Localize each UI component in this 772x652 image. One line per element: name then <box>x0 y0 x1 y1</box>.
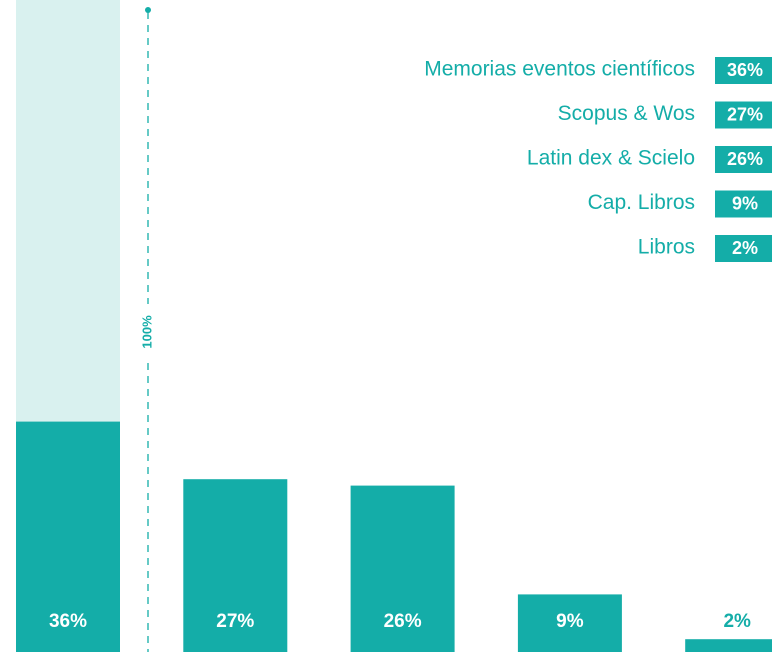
legend-badge <box>715 235 772 262</box>
legend-value: 26% <box>727 149 763 169</box>
legend-badge <box>715 190 772 218</box>
legend-name: Memorias eventos científicos <box>424 58 695 81</box>
legend-name: Libros <box>638 236 695 259</box>
legend-name: Scopus & Wos <box>558 102 695 125</box>
axis-label-bg <box>138 304 158 360</box>
legend-badge <box>715 146 772 173</box>
axis-label: 100% <box>139 315 154 349</box>
legend-badge <box>715 101 772 129</box>
bar-label: 9% <box>556 611 584 632</box>
legend-value: 36% <box>727 60 763 80</box>
bar <box>16 421 120 652</box>
bar-label: 26% <box>384 611 422 632</box>
bar <box>183 479 288 652</box>
legend-name: Cap. Libros <box>588 191 695 214</box>
bar <box>350 485 455 652</box>
bar-label: 36% <box>49 611 87 632</box>
legend-value: 27% <box>727 104 763 124</box>
legend-value: 9% <box>732 193 758 213</box>
bar <box>685 639 772 652</box>
axis-dot <box>145 7 151 13</box>
bar-label: 27% <box>216 611 254 632</box>
legend-value: 2% <box>732 238 758 258</box>
legend-name: Latin dex & Scielo <box>527 147 695 170</box>
legend-badge <box>715 57 772 84</box>
bar <box>517 594 622 652</box>
bar-label: 2% <box>723 611 751 632</box>
